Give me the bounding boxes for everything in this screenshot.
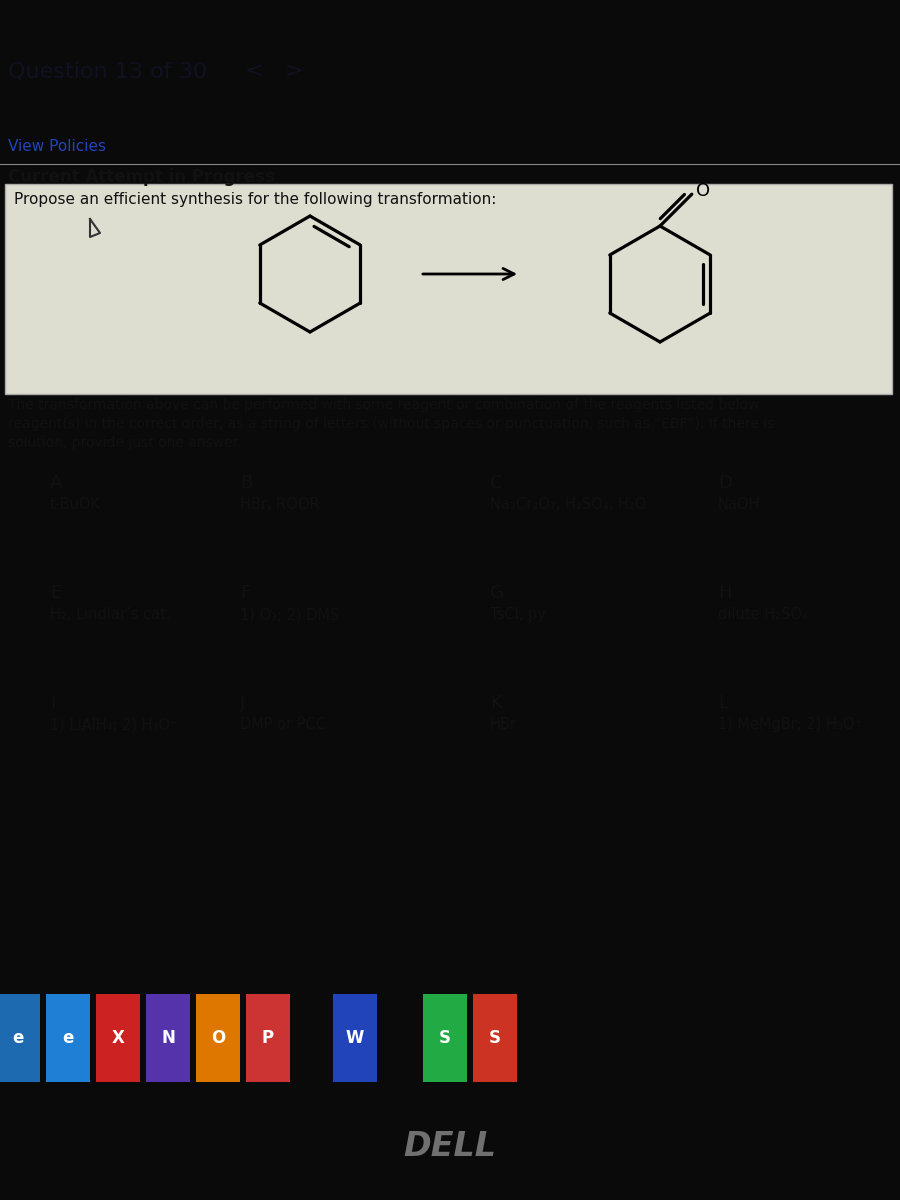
Text: O: O [696,182,710,200]
FancyBboxPatch shape [333,994,377,1082]
Text: E: E [50,584,61,602]
Text: J: J [240,694,245,712]
Text: F: F [240,584,250,602]
Text: e: e [62,1028,74,1046]
FancyBboxPatch shape [246,994,290,1082]
Text: >: > [285,61,303,80]
Text: O: O [211,1028,225,1046]
Text: 1) LiAlH₄; 2) H₃O⁻: 1) LiAlH₄; 2) H₃O⁻ [50,716,178,732]
Text: K: K [490,694,502,712]
Text: Propose an efficient synthesis for the following transformation:: Propose an efficient synthesis for the f… [14,192,497,206]
FancyBboxPatch shape [473,994,517,1082]
FancyBboxPatch shape [0,994,40,1082]
FancyBboxPatch shape [46,994,90,1082]
Text: L: L [718,694,728,712]
FancyBboxPatch shape [196,994,240,1082]
Text: <: < [245,61,264,80]
Text: NaOH: NaOH [718,497,760,512]
Text: DMP or PCC: DMP or PCC [240,716,326,732]
Text: H: H [718,584,732,602]
Text: t-BuOK: t-BuOK [50,497,101,512]
Text: TsCl, py: TsCl, py [490,607,546,622]
Text: 1) MeMgBr; 2) H₃O⁺: 1) MeMgBr; 2) H₃O⁺ [718,716,862,732]
Text: Question 13 of 30: Question 13 of 30 [8,61,207,80]
Text: DELL: DELL [403,1129,497,1163]
Text: Current Attempt in Progress: Current Attempt in Progress [8,168,274,186]
Text: B: B [240,474,252,492]
Text: View Policies: View Policies [8,139,106,154]
Text: HBr, ROOR: HBr, ROOR [240,497,320,512]
FancyBboxPatch shape [423,994,467,1082]
Text: I: I [50,694,55,712]
Text: P: P [262,1028,274,1046]
Text: D: D [718,474,732,492]
Text: N: N [161,1028,175,1046]
Text: C: C [490,474,502,492]
Text: dilute H₂SO₄: dilute H₂SO₄ [718,607,808,622]
Text: S: S [439,1028,451,1046]
FancyBboxPatch shape [146,994,190,1082]
Text: Na₂Cr₂O₇, H₂SO₄, H₂O: Na₂Cr₂O₇, H₂SO₄, H₂O [490,497,646,512]
Text: W: W [346,1028,365,1046]
Text: e: e [13,1028,23,1046]
Text: 1) O₃; 2) DMS: 1) O₃; 2) DMS [240,607,339,622]
Text: The transformation above can be performed with some reagent or combination of th: The transformation above can be performe… [8,398,762,412]
Text: A: A [50,474,62,492]
Text: solution, provide just one answer.: solution, provide just one answer. [8,436,241,450]
Text: reagent(s) in the correct order, as a string of letters (without spaces or punct: reagent(s) in the correct order, as a st… [8,416,774,431]
Text: X: X [112,1028,124,1046]
FancyBboxPatch shape [5,184,892,394]
Text: G: G [490,584,504,602]
Text: H₂, Lindlar’s cat.: H₂, Lindlar’s cat. [50,607,171,622]
Text: S: S [489,1028,501,1046]
Text: HBr: HBr [490,716,517,732]
FancyBboxPatch shape [96,994,140,1082]
